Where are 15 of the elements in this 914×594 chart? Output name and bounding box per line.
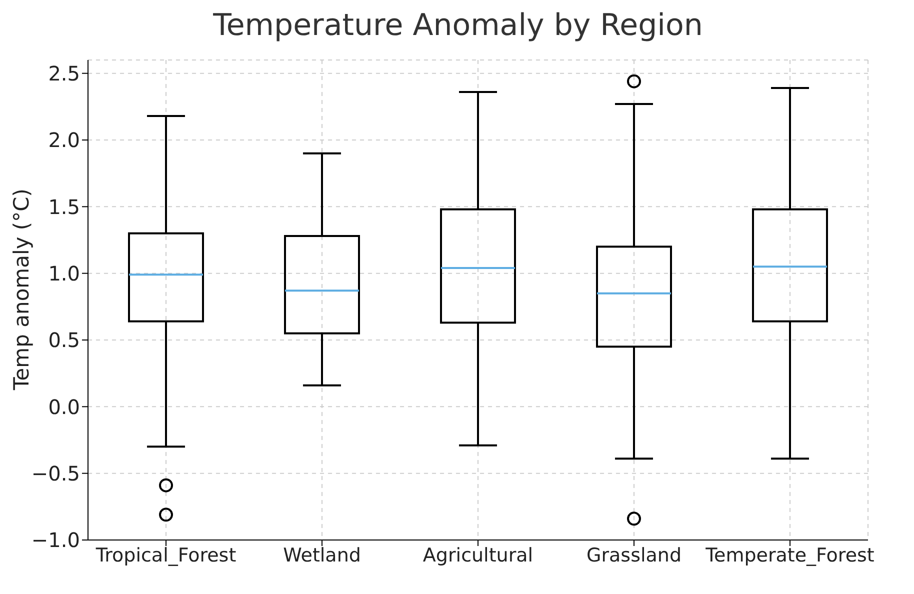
y-tick-label: 2.0 bbox=[48, 128, 80, 152]
y-tick-label: 2.5 bbox=[48, 61, 80, 86]
y-tick-label: 0.5 bbox=[48, 328, 80, 352]
x-tick-label: Agricultural bbox=[422, 544, 534, 566]
x-tick-label: Wetland bbox=[283, 544, 361, 566]
y-tick-label: 1.0 bbox=[48, 261, 80, 286]
x-tick-label: Temperate_Forest bbox=[704, 544, 874, 566]
x-tick-label: Grassland bbox=[586, 544, 682, 566]
y-tick-label: 0.0 bbox=[48, 394, 80, 419]
chart-title: Temperature Anomaly by Region bbox=[212, 8, 704, 45]
y-tick-label: −1.0 bbox=[31, 528, 80, 552]
y-axis-title: Temp anomaly (°C) bbox=[9, 188, 34, 391]
x-tick-label: Tropical_Forest bbox=[94, 544, 236, 566]
y-tick-label: 1.5 bbox=[48, 194, 80, 219]
y-tick-label: −0.5 bbox=[31, 461, 80, 486]
